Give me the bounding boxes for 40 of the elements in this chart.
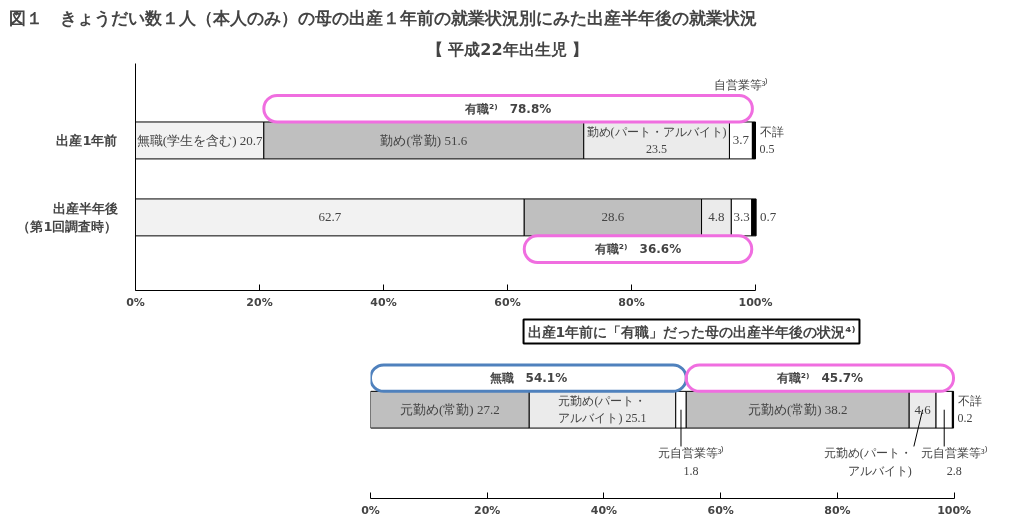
text: 元勤め(パート・アルバイト) [823, 446, 912, 478]
data-label: 勤め(常勤) 51.6 [380, 132, 468, 148]
chart-title: 出産1年前に「有職」だった母の出産半年後の状況⁴⁾ [527, 323, 856, 340]
text: 無職 54.1% [488, 371, 568, 386]
data-label: 4.8 [708, 209, 725, 225]
data-label: 元自営業等³⁾ 2.8 [920, 446, 988, 478]
x-tick-label: 40% [370, 295, 397, 309]
data-label: 元勤め(常勤) 27.2 [400, 402, 500, 418]
data-label: 4.6 [914, 401, 932, 417]
x-tick-label: 80% [618, 295, 645, 309]
x-tick-label: 20% [474, 503, 501, 517]
x-tick-label: 80% [824, 503, 851, 517]
data-label: 28.6 [601, 209, 625, 225]
x-tick-label: 60% [707, 503, 734, 517]
annotation: 有職²⁾ 36.6% [593, 242, 682, 257]
x-tick-label: 0% [126, 295, 145, 309]
chart-subtitle: 【 平成22年出生児 】 [426, 39, 589, 59]
x-tick-label: 40% [590, 503, 618, 517]
data-label: 勤め(パート・アルバイト) 23.5 [586, 124, 727, 157]
chart-title: 図１ きょうだい数１人（本人のみ）の母の出産１年前の就業状況別にみた出産半年後の就業状況 [8, 7, 757, 28]
data-label: 元勤め(パート・アルバイト) 25.1 [558, 393, 647, 426]
x-tick-label: 20% [246, 295, 273, 309]
annotation: 有職²⁾ 78.8% [463, 101, 552, 116]
text: 有職²⁾ 45.7% [775, 371, 864, 386]
data-label: 3.3 [733, 209, 750, 225]
x-tick-label: 0% [361, 503, 380, 517]
y-tick-label: 出産1年前 [56, 132, 118, 148]
data-label: 不詳 0.5 [759, 124, 784, 157]
data-label: 62.7 [318, 209, 342, 225]
x-tick-label: 60% [494, 295, 521, 309]
data-label: 3.7 [732, 132, 750, 148]
annotation: 自営業等³⁾ [713, 78, 769, 93]
data-label: 元勤め(常勤) 38.2 [747, 402, 848, 418]
x-tick-label: 100% [937, 503, 972, 517]
data-label: 元自営業等³⁾ 1.8 [657, 446, 725, 478]
data-label: 不詳 0.2 [957, 393, 982, 426]
x-tick-label: 100% [738, 295, 773, 309]
data-label: 0.7 [760, 209, 777, 225]
y-tick-label: 出産半年後（第1回調査時） [17, 200, 118, 234]
data-label: 無職(学生を含む) 20.7 [136, 132, 263, 148]
